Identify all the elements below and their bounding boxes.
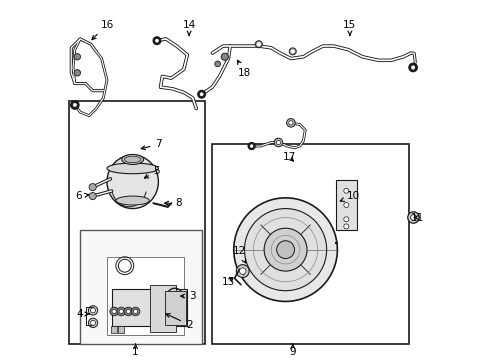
Ellipse shape [122, 154, 143, 165]
Text: 9: 9 [289, 344, 295, 357]
Circle shape [264, 228, 306, 271]
Ellipse shape [116, 196, 149, 205]
Ellipse shape [124, 156, 141, 163]
Circle shape [70, 101, 79, 109]
Circle shape [255, 41, 262, 48]
Circle shape [343, 202, 348, 207]
Bar [80, 230, 201, 344]
Circle shape [276, 140, 280, 145]
Text: 15: 15 [343, 19, 356, 35]
Circle shape [239, 268, 245, 274]
Circle shape [290, 50, 294, 53]
Circle shape [200, 93, 203, 96]
Ellipse shape [107, 163, 158, 174]
Text: 18: 18 [237, 60, 251, 78]
Circle shape [88, 306, 98, 315]
Circle shape [407, 212, 418, 223]
Bar [112, 289, 187, 327]
Bar [111, 326, 117, 333]
Text: 14: 14 [182, 19, 195, 35]
Bar [149, 285, 176, 332]
Circle shape [288, 121, 292, 125]
Circle shape [250, 145, 253, 148]
Circle shape [221, 53, 228, 60]
Bar [164, 291, 185, 325]
Bar [107, 257, 183, 336]
Circle shape [117, 307, 125, 316]
Circle shape [155, 39, 158, 42]
Circle shape [119, 309, 123, 314]
Text: 2: 2 [165, 314, 192, 330]
Circle shape [343, 217, 348, 222]
Circle shape [89, 184, 96, 191]
Circle shape [74, 54, 81, 60]
Circle shape [197, 90, 205, 98]
Circle shape [90, 320, 95, 325]
Circle shape [276, 241, 294, 258]
Circle shape [410, 66, 414, 69]
Circle shape [408, 63, 417, 72]
Circle shape [274, 138, 282, 147]
Circle shape [112, 309, 116, 314]
Circle shape [90, 308, 95, 313]
Circle shape [124, 307, 132, 316]
Text: 3: 3 [180, 291, 196, 301]
Circle shape [410, 215, 415, 220]
Text: 16: 16 [92, 19, 113, 40]
Circle shape [343, 224, 348, 229]
Circle shape [247, 143, 255, 150]
Circle shape [236, 265, 248, 278]
Text: 6: 6 [75, 191, 88, 201]
Circle shape [288, 48, 296, 55]
Ellipse shape [107, 155, 158, 208]
Bar [69, 102, 205, 344]
Circle shape [257, 42, 260, 46]
Circle shape [88, 318, 98, 328]
Circle shape [286, 118, 295, 127]
Circle shape [343, 188, 348, 193]
Text: 8: 8 [164, 198, 182, 208]
Text: 12: 12 [232, 247, 245, 263]
Bar [335, 180, 356, 230]
Circle shape [153, 37, 161, 45]
Text: 7: 7 [141, 139, 162, 150]
Text: 11: 11 [410, 212, 424, 222]
Circle shape [131, 307, 140, 316]
Circle shape [126, 309, 130, 314]
Text: 5: 5 [144, 166, 160, 178]
Bar [212, 144, 408, 344]
Circle shape [73, 103, 77, 107]
Circle shape [214, 61, 220, 67]
Text: 1: 1 [132, 344, 139, 357]
Circle shape [74, 69, 81, 76]
Bar [118, 326, 124, 333]
Circle shape [233, 198, 337, 301]
Text: 10: 10 [340, 191, 359, 202]
Circle shape [110, 307, 118, 316]
Circle shape [133, 309, 138, 314]
Text: 4: 4 [77, 309, 89, 319]
Circle shape [244, 208, 326, 291]
Text: 13: 13 [222, 277, 235, 287]
Circle shape [89, 193, 96, 200]
Text: 17: 17 [282, 152, 295, 162]
